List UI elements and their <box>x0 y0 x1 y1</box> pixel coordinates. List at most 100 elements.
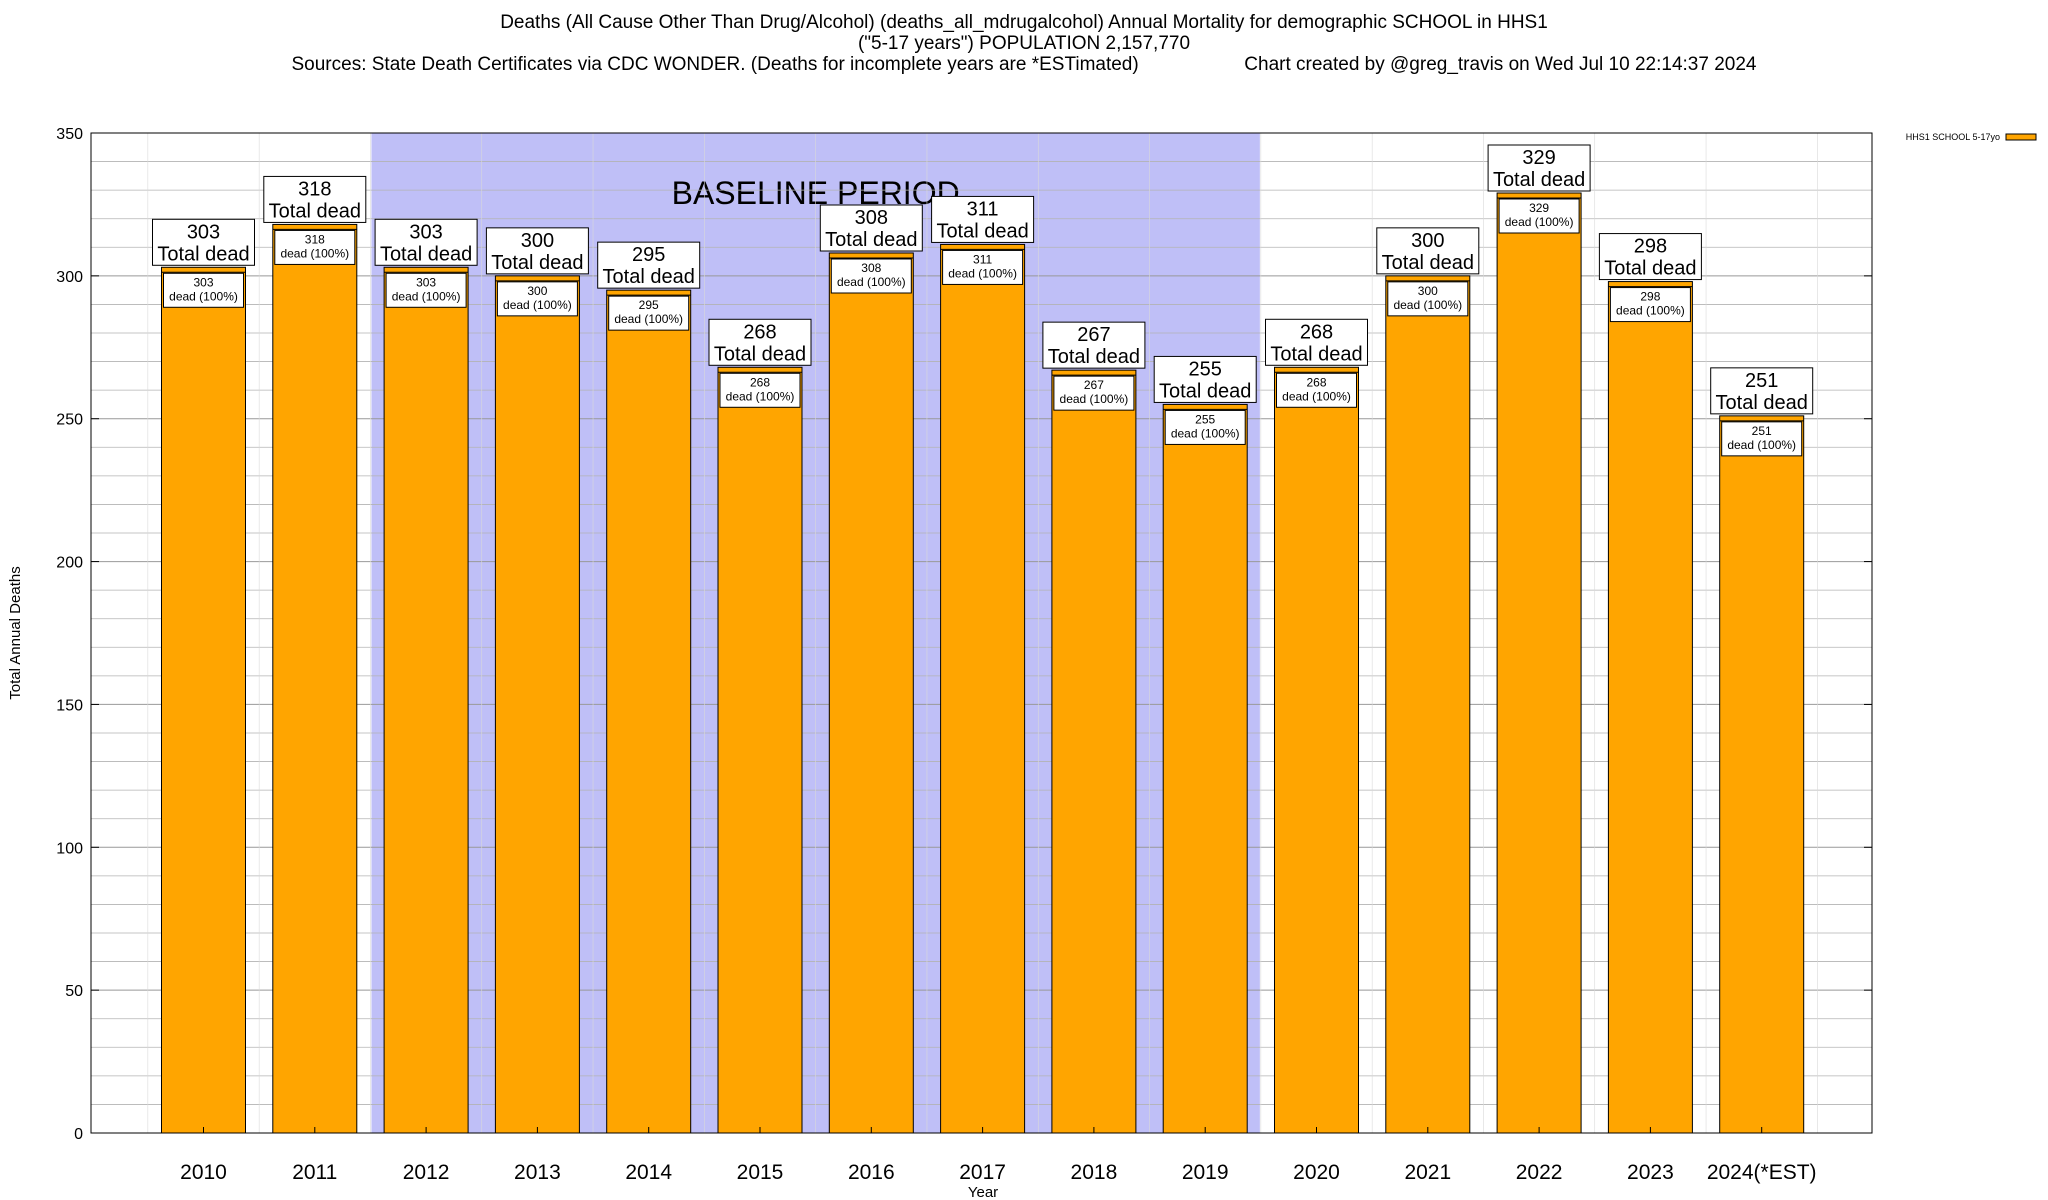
x-tick-label: 2014 <box>625 1161 672 1184</box>
bar-2014 <box>606 289 692 1134</box>
y-tick-label: 300 <box>56 269 83 286</box>
total-label-box <box>597 241 701 289</box>
total-label-box <box>263 175 367 223</box>
total-label-text: Total dead <box>1493 169 1585 191</box>
total-label-value: 300 <box>1411 230 1444 252</box>
inner-label-box <box>274 229 356 265</box>
total-label-value: 267 <box>1077 324 1110 346</box>
inner-label-value: 303 <box>416 275 436 289</box>
chart-sources: Sources: State Death Certificates via CD… <box>291 54 1139 75</box>
inner-label-dead: dead (100%) <box>726 389 795 403</box>
total-label-text: Total dead <box>269 200 361 222</box>
total-label-box <box>1042 321 1146 369</box>
inner-label-dead: dead (100%) <box>169 289 238 303</box>
total-label-box <box>1153 355 1257 403</box>
inner-label-box <box>942 249 1024 285</box>
inner-label-value: 295 <box>639 298 659 312</box>
total-label-box <box>1710 367 1814 415</box>
total-label-text: Total dead <box>1159 380 1251 402</box>
inner-label-box <box>1276 372 1357 408</box>
inner-label-dead: dead (100%) <box>1727 438 1796 452</box>
axis-layer: 2010 2011 2012 2013 2014 2015 2016 2017 2018 2019… <box>7 126 1873 1200</box>
total-label-value: 303 <box>187 221 220 243</box>
total-label-box <box>1598 233 1702 281</box>
inner-label-dead: dead (100%) <box>1171 426 1240 440</box>
x-tick-label: 2012 <box>403 1161 450 1184</box>
inner-label-dead: dead (100%) <box>280 246 349 260</box>
total-label-box <box>1376 227 1480 275</box>
y-tick-label: 150 <box>56 697 83 714</box>
x-tick-label: 2015 <box>737 1161 784 1184</box>
inner-label-box <box>1053 375 1135 411</box>
bar-2015 <box>717 366 803 1134</box>
total-label-text: Total dead <box>1716 392 1808 414</box>
inner-label-dead: dead (100%) <box>1505 215 1574 229</box>
x-tick-label: 2020 <box>1293 1161 1340 1184</box>
chart-title-line-1: Deaths (All Cause Other Than Drug/Alcoho… <box>500 12 1548 33</box>
total-label-value: 268 <box>1300 321 1333 343</box>
y-tick-label: 250 <box>56 412 83 429</box>
total-label-value: 311 <box>967 198 999 220</box>
chart-title-line-2: ("5-17 years") POPULATION 2,157,770 <box>857 33 1191 54</box>
inner-label-value: 255 <box>1195 412 1215 426</box>
y-tick-label: 0 <box>74 1126 83 1143</box>
inner-label-value: 311 <box>973 252 992 266</box>
total-label-value: 251 <box>1745 370 1778 392</box>
y-tick-label: 350 <box>56 126 83 143</box>
bar-2017 <box>940 243 1026 1134</box>
bar-2011 <box>272 223 358 1134</box>
total-label-value: 298 <box>1634 236 1667 258</box>
total-label-value: 318 <box>298 178 331 200</box>
bar-2010 <box>161 266 246 1134</box>
total-label-value: 268 <box>743 321 776 343</box>
total-label-value: 303 <box>409 221 442 243</box>
total-label-box <box>1487 144 1591 192</box>
inner-label-dead: dead (100%) <box>1393 298 1462 312</box>
inner-label-box <box>1609 287 1691 323</box>
chart-title: Deaths (All Cause Other Than Drug/Alcoho… <box>0 12 2048 75</box>
total-label-value: 295 <box>632 244 665 266</box>
total-label-text: Total dead <box>1604 258 1696 280</box>
inner-label-box <box>1498 198 1580 234</box>
legend-entry-label: HHS1 SCHOOL 5-17yo <box>1906 132 2000 142</box>
bar-2018 <box>1051 369 1137 1134</box>
inner-label-dead: dead (100%) <box>503 298 572 312</box>
total-label-box <box>485 227 589 275</box>
total-label-text: Total dead <box>1382 252 1474 274</box>
total-label-value: 300 <box>521 230 554 252</box>
total-label-text: Total dead <box>714 343 806 365</box>
bar-2021 <box>1385 275 1471 1134</box>
x-tick-label: 2019 <box>1182 1161 1229 1184</box>
total-label-box <box>819 204 923 252</box>
total-label-text: Total dead <box>380 243 472 265</box>
x-tick-label: 2011 <box>292 1161 337 1184</box>
inner-label-value: 268 <box>750 375 770 389</box>
inner-label-box <box>496 281 578 317</box>
inner-label-value: 318 <box>305 232 325 246</box>
x-tick-label: 2021 <box>1404 1161 1451 1184</box>
y-tick-label: 100 <box>56 840 83 857</box>
chart-title-line-3: Sources: State Death Certificates via CD… <box>0 54 2048 75</box>
bar-layer <box>161 192 1805 1134</box>
inner-label-box <box>1387 281 1469 317</box>
x-tick-label: 2023 <box>1627 1161 1674 1184</box>
inner-label-dead: dead (100%) <box>392 289 461 303</box>
inner-label-box <box>608 295 690 331</box>
x-tick-label: 2016 <box>848 1161 895 1184</box>
inner-label-value: 267 <box>1084 378 1104 392</box>
total-label-value: 308 <box>855 207 888 229</box>
bar-2016 <box>828 252 914 1134</box>
inner-label-box <box>385 272 467 308</box>
inner-label-value: 268 <box>1306 375 1326 389</box>
inner-label-value: 300 <box>1418 284 1438 298</box>
inner-label-dead: dead (100%) <box>614 312 683 326</box>
bar-2020 <box>1274 366 1359 1134</box>
bar-2023 <box>1607 281 1693 1134</box>
inner-label-dead: dead (100%) <box>948 266 1017 280</box>
inner-label-dead: dead (100%) <box>1282 389 1351 403</box>
total-label-text: Total dead <box>1270 343 1362 365</box>
y-tick-label: 200 <box>56 555 83 572</box>
inner-label-box <box>830 258 912 294</box>
